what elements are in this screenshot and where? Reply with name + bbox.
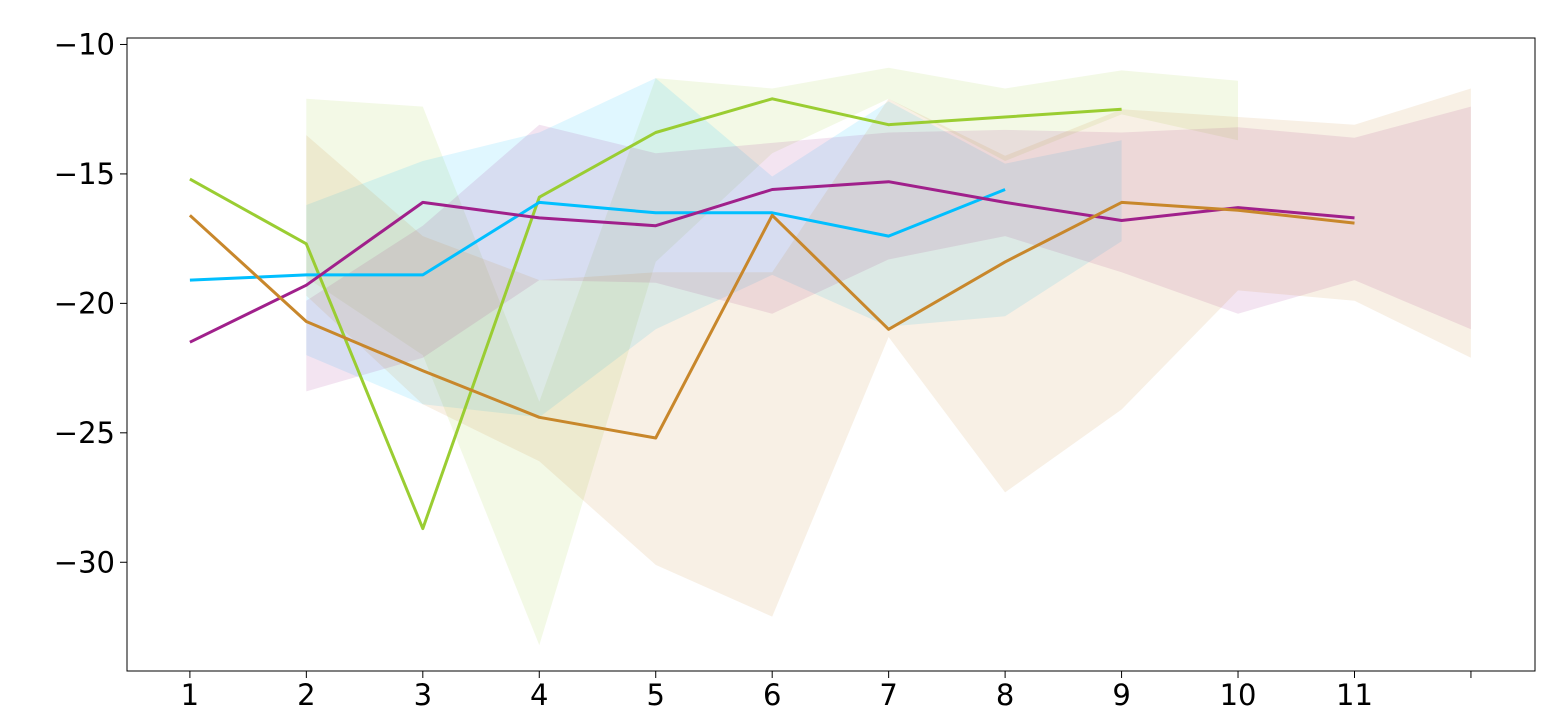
plot-frame (126, 37, 1536, 672)
x-tick-label: 8 (996, 678, 1014, 712)
x-tick-label: 7 (879, 678, 897, 712)
x-tick-label: 6 (763, 678, 781, 712)
y-tick-label: −30 (54, 545, 115, 579)
band-series-2 (306, 78, 1122, 418)
y-axis: −10 −15 −20 −25 −30 (54, 27, 127, 579)
y-tick-label: −20 (54, 286, 115, 320)
x-tick-label: 5 (647, 678, 665, 712)
band-series-3 (306, 106, 1471, 392)
y-tick-label: −25 (54, 416, 115, 450)
line-series-2 (189, 188, 1006, 282)
x-tick-label: 1 (181, 678, 199, 712)
x-tick-label: 4 (530, 678, 548, 712)
x-tick-label: 10 (1220, 678, 1257, 712)
line-series-4 (188, 200, 1355, 440)
x-tick-label: 9 (1112, 678, 1130, 712)
confidence-bands (306, 67, 1471, 646)
y-tick-label: −15 (54, 157, 115, 191)
line-series-3 (189, 180, 1355, 344)
x-axis: 1 2 3 4 5 6 7 8 9 10 11 (181, 671, 1472, 712)
y-tick-label: −10 (54, 27, 115, 61)
series-lines (188, 97, 1355, 531)
band-series-4 (306, 88, 1471, 617)
band-series-1 (306, 67, 1238, 646)
x-tick-label: 3 (414, 678, 432, 712)
x-tick-label: 11 (1336, 678, 1373, 712)
x-tick-label: 2 (297, 678, 315, 712)
